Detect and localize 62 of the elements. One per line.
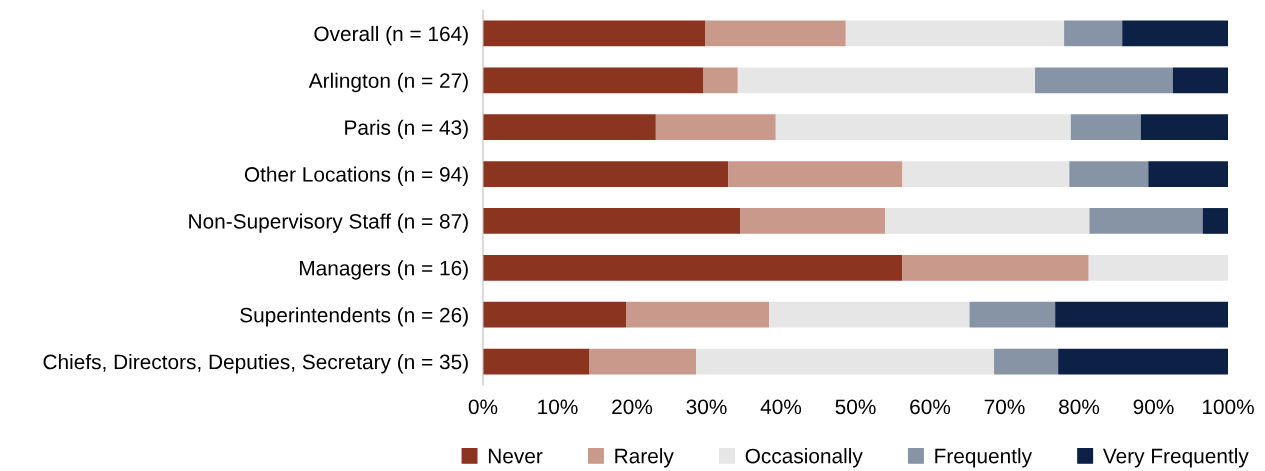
y-tick-label: Overall (n = 164): [314, 25, 468, 46]
bar: [769, 301, 970, 328]
bar: [1088, 254, 1228, 281]
bar: [589, 348, 697, 375]
y-tick-label: Paris (n = 43): [345, 119, 468, 140]
y-tick-label: Arlington (n = 27): [308, 72, 468, 93]
bar: [655, 114, 776, 141]
bar: [775, 114, 1071, 141]
bar: [1148, 161, 1228, 187]
bar: [1089, 208, 1203, 234]
bar: [483, 348, 590, 375]
bar: [483, 161, 729, 187]
x-tick-label: 60%: [910, 399, 951, 415]
bar: [705, 20, 846, 47]
bar: [483, 254, 903, 281]
x-tick-label: 30%: [686, 399, 727, 415]
x-tick-label: 50%: [835, 399, 876, 415]
bar: [902, 254, 1089, 281]
x-tick-label: 80%: [1059, 399, 1100, 415]
legend-label: Frequently: [935, 448, 1032, 468]
bar: [483, 67, 704, 94]
legend-label: Never: [488, 448, 543, 464]
bar: [1202, 208, 1228, 234]
x-tick-label: 70%: [984, 399, 1025, 415]
x-tick-label: 40%: [760, 399, 802, 415]
bar: [1069, 161, 1149, 187]
bar: [1055, 301, 1228, 328]
bar: [737, 67, 1036, 94]
bar: [1070, 114, 1141, 141]
bar: [902, 161, 1070, 187]
bar: [1058, 348, 1228, 375]
bar: [1140, 114, 1228, 141]
x-tick-label: 20%: [612, 399, 653, 415]
y-tick-label: Chiefs, Directors, Deputies, Secretary (n = 35): [43, 354, 468, 374]
legend-label: Very Frequently: [1102, 448, 1249, 468]
legend-label: Rarely: [615, 448, 674, 468]
y-tick-label: Managers (n = 16): [300, 260, 468, 280]
bar: [696, 348, 995, 375]
legend-label: Occasionally: [745, 448, 863, 468]
y-tick-label: Non-Supervisory Staff (n = 87): [189, 213, 468, 233]
bar: [1035, 67, 1173, 94]
bar: [483, 301, 627, 328]
bar: [1064, 20, 1123, 47]
bar: [740, 208, 886, 234]
bar: [1172, 67, 1228, 94]
bar: [728, 161, 903, 187]
x-tick-label: 100%: [1202, 399, 1254, 415]
bar: [1122, 20, 1228, 47]
x-tick-label: 0%: [468, 399, 498, 415]
bar: [483, 208, 741, 234]
bar: [969, 301, 1056, 328]
bar: [703, 67, 738, 94]
y-tick-label: Other Locations (n = 94): [244, 166, 468, 186]
x-tick-label: 10%: [538, 399, 578, 415]
bar: [885, 208, 1090, 234]
bar: [483, 20, 706, 47]
bar: [845, 20, 1065, 47]
x-tick-label: 90%: [1133, 399, 1174, 415]
y-tick-label: Superintendents (n = 26): [240, 307, 468, 327]
bar: [994, 348, 1059, 375]
bar: [483, 114, 656, 141]
bar: [626, 301, 770, 328]
